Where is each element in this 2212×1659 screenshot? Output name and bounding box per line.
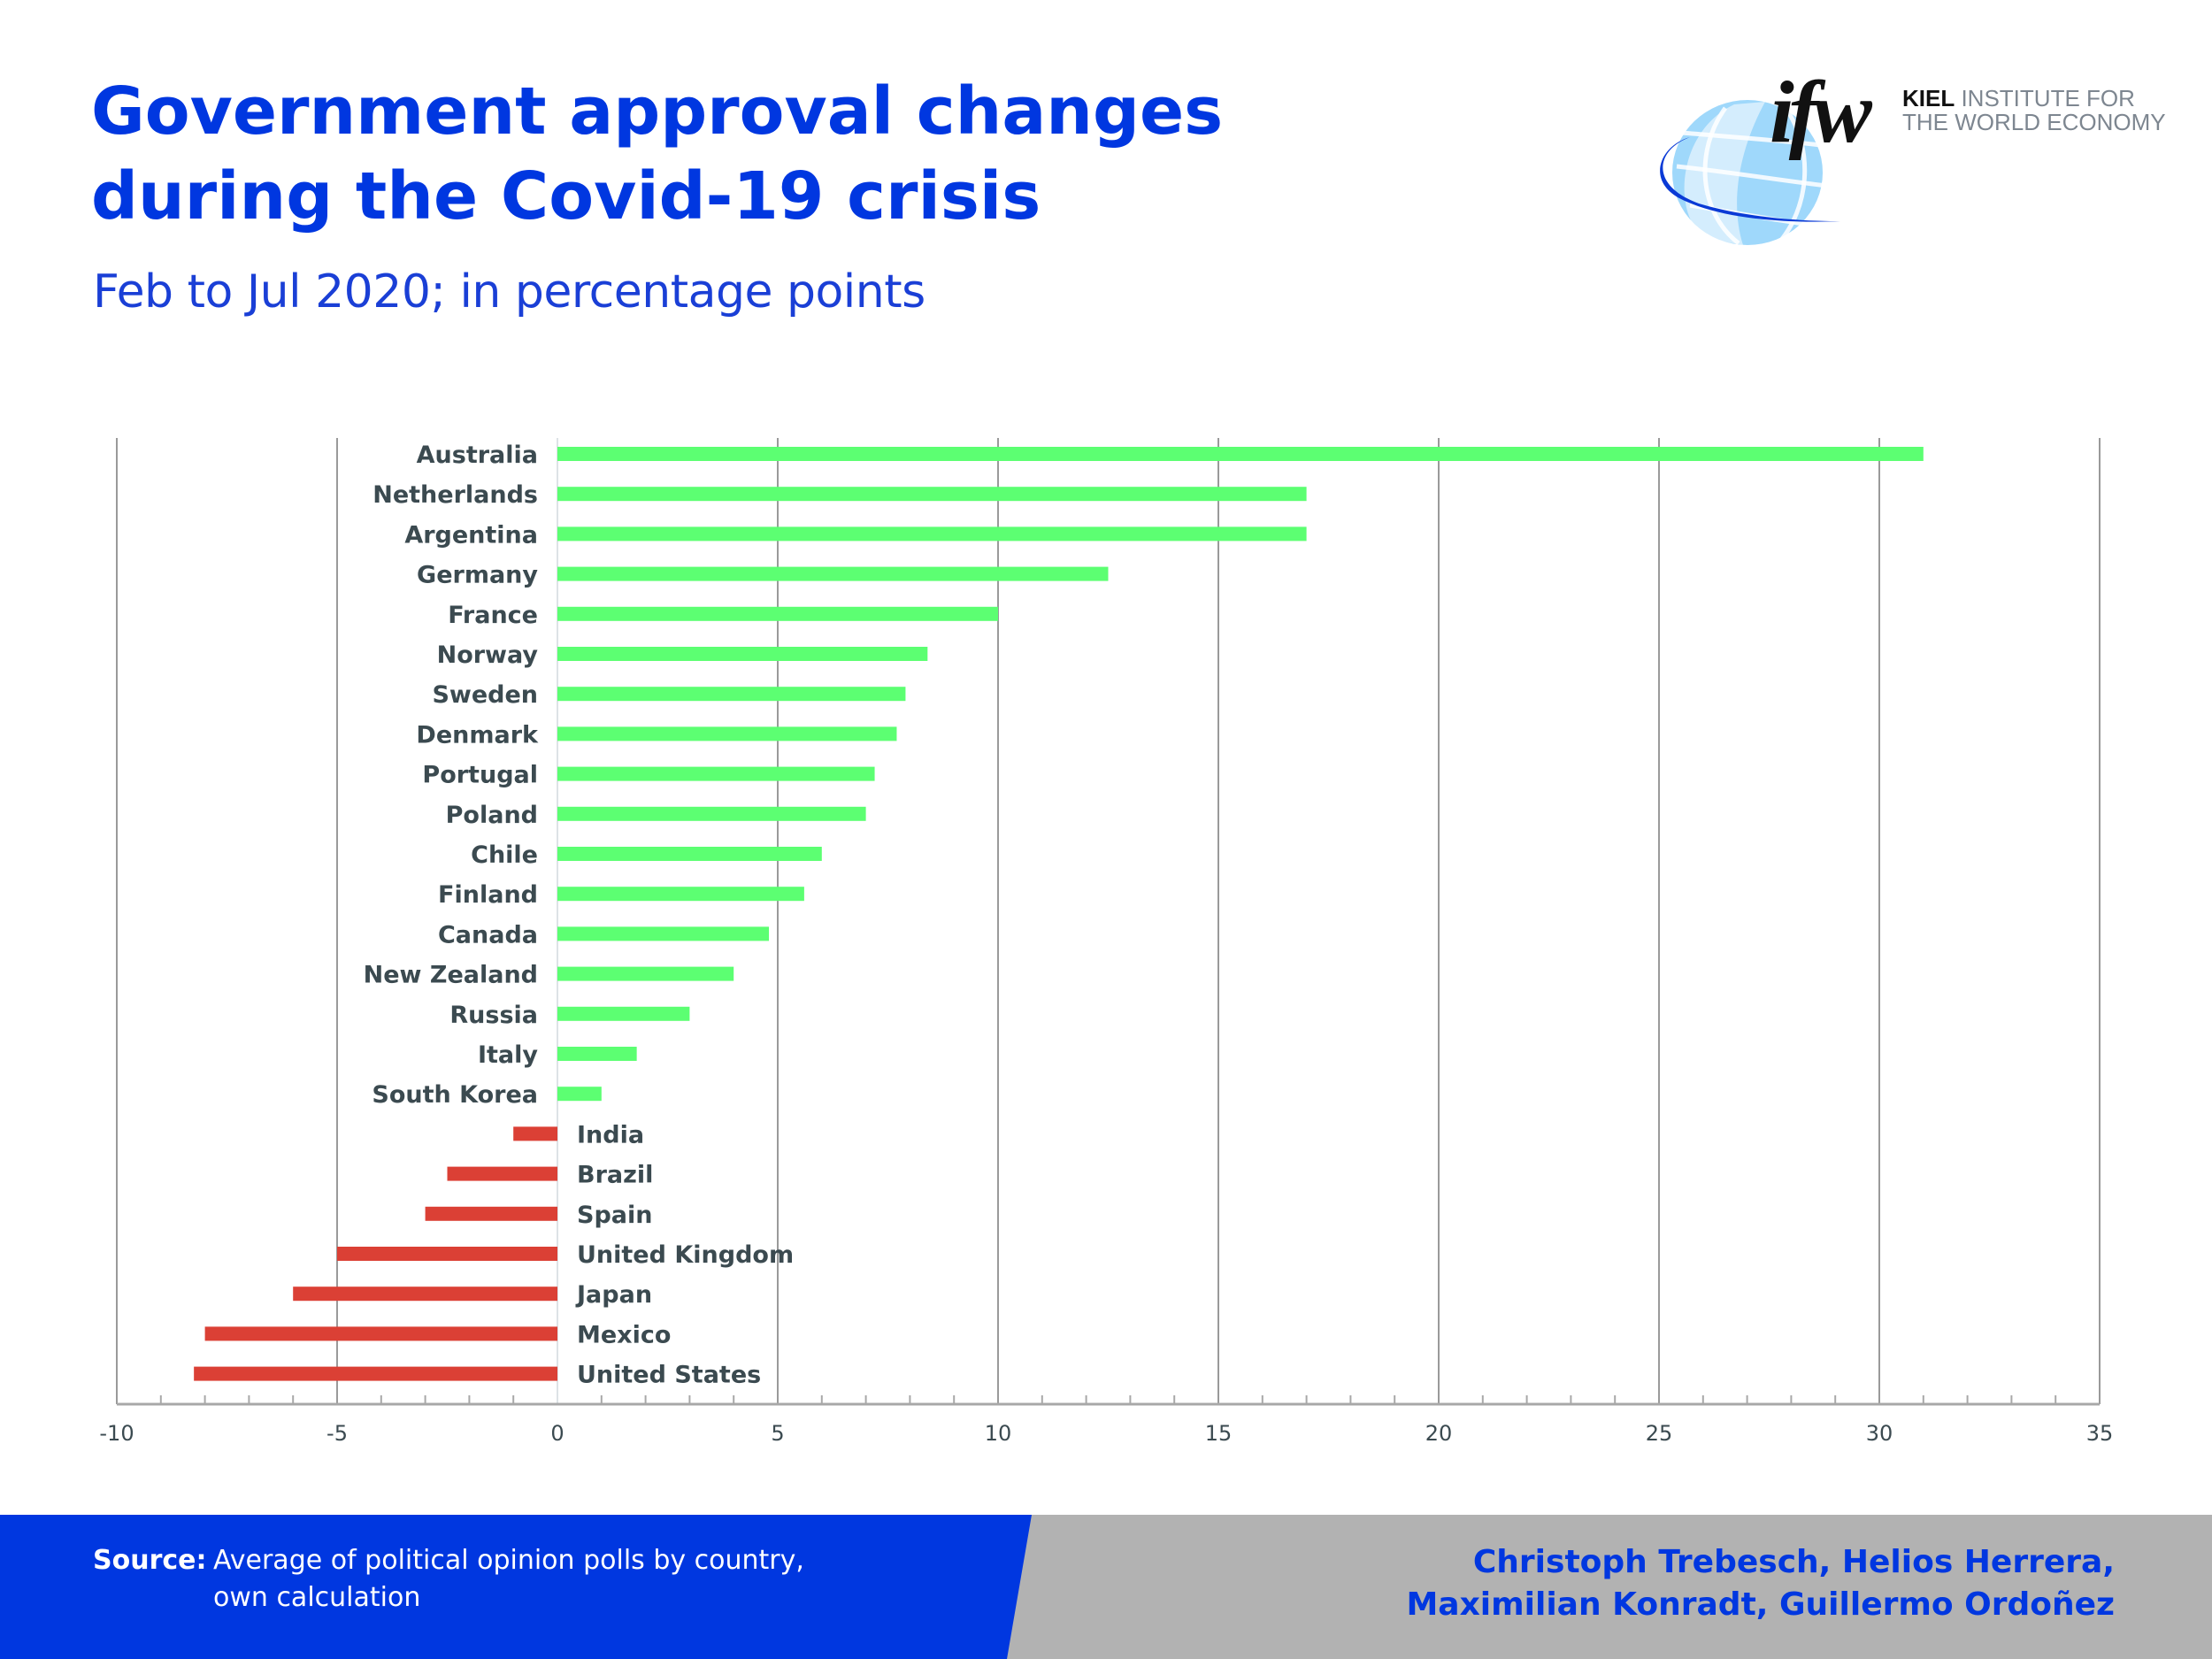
bar: [557, 647, 928, 661]
x-tick-label: -10: [99, 1421, 134, 1446]
bar: [557, 966, 734, 981]
x-axis: [117, 1395, 2100, 1406]
bars: [194, 447, 1924, 1381]
bar: [557, 526, 1307, 541]
category-label: Sweden: [432, 681, 538, 709]
chart-subtitle: Feb to Jul 2020; in percentage points: [93, 265, 926, 319]
bar: [557, 806, 866, 821]
bar: [557, 566, 1109, 581]
bar: [557, 606, 998, 621]
source-note: Source: Average of political opinion poll…: [93, 1542, 804, 1617]
logo-institute-name: KIEL INSTITUTE FOR THE WORLD ECONOMY: [1902, 87, 2166, 134]
category-label: New Zealand: [364, 962, 538, 989]
category-label: Finland: [438, 881, 538, 909]
category-label: Japan: [575, 1281, 652, 1309]
x-tick-label: 30: [1866, 1421, 1893, 1446]
category-label: Netherlands: [373, 481, 538, 509]
bar: [557, 847, 822, 861]
x-tick-label: 15: [1205, 1421, 1233, 1446]
category-label: South Korea: [372, 1081, 538, 1109]
category-label: Brazil: [577, 1162, 653, 1189]
category-label: Poland: [446, 802, 538, 829]
category-label: Denmark: [416, 721, 539, 749]
bar: [557, 1087, 602, 1102]
source-label: Source:: [93, 1545, 207, 1576]
source-text-line1: Average of political opinion polls by co…: [213, 1545, 804, 1576]
bar: [557, 766, 875, 781]
logo-name-rest: INSTITUTE FOR: [1955, 85, 2135, 111]
ifw-mark: ifw: [1770, 63, 1873, 161]
x-tick-label: 10: [985, 1421, 1012, 1446]
category-label: Russia: [449, 1002, 538, 1029]
footer-background: [0, 1515, 2212, 1659]
bar: [557, 926, 770, 941]
category-label: Mexico: [577, 1321, 671, 1348]
authors-line1: Christoph Trebesch, Helios Herrera,: [1472, 1544, 2115, 1580]
authors: Christoph Trebesch, Helios Herrera, Maxi…: [1406, 1541, 2115, 1626]
bar-chart: Australia Netherlands Argentina Germany Fran…: [99, 438, 2113, 1446]
category-label: France: [448, 602, 538, 629]
globe-icon: [1660, 100, 1840, 245]
category-label: Portugal: [422, 762, 538, 789]
bar: [557, 487, 1307, 502]
bar: [513, 1126, 557, 1141]
authors-line2: Maximilian Konradt, Guillermo Ordoñez: [1406, 1586, 2115, 1623]
category-label: Germany: [417, 562, 538, 589]
logo-name-bold: KIEL: [1902, 85, 1955, 111]
category-label: Spain: [577, 1202, 652, 1229]
category-label: Italy: [478, 1041, 538, 1069]
bar: [447, 1166, 557, 1181]
bar: [557, 447, 1924, 461]
category-label: Australia: [417, 442, 538, 469]
source-text-line2: own calculation: [213, 1582, 421, 1613]
chart-title: Government approval changes during the C…: [91, 69, 1223, 239]
x-tick-label: -5: [326, 1421, 348, 1446]
footer: [0, 1515, 2212, 1659]
bar: [557, 887, 804, 902]
bar: [557, 1047, 637, 1061]
category-label: Norway: [437, 641, 539, 669]
chart-title-line-2: during the Covid-19 crisis: [91, 158, 1041, 234]
bar: [194, 1366, 557, 1381]
bar: [204, 1326, 557, 1341]
category-label: Chile: [471, 841, 538, 869]
category-label: India: [577, 1121, 644, 1148]
category-labels: Australia Netherlands Argentina Germany Fran…: [364, 442, 794, 1389]
bar: [425, 1206, 557, 1221]
logo-name-line2: THE WORLD ECONOMY: [1902, 109, 2166, 135]
bar: [293, 1286, 557, 1302]
x-tick-label: 20: [1425, 1421, 1453, 1446]
x-tick-labels: -10 -5 0 5 10 15 20 25 30 35: [99, 1421, 2113, 1446]
ifw-logo: ifw: [1660, 63, 1878, 245]
category-label: Argentina: [404, 521, 538, 549]
category-label: Canada: [438, 921, 538, 949]
x-tick-label: 0: [550, 1421, 564, 1446]
x-tick-label: 35: [2086, 1421, 2114, 1446]
gridlines: [116, 438, 2101, 1404]
x-tick-label: 25: [1646, 1421, 1673, 1446]
bar: [337, 1247, 557, 1261]
x-tick-label: 5: [771, 1421, 784, 1446]
bar: [557, 687, 906, 702]
category-label: United Kingdom: [577, 1241, 794, 1269]
bar: [557, 1006, 690, 1021]
bar: [557, 726, 897, 741]
category-label: United States: [577, 1362, 761, 1389]
chart-title-line-1: Government approval changes: [91, 73, 1224, 150]
